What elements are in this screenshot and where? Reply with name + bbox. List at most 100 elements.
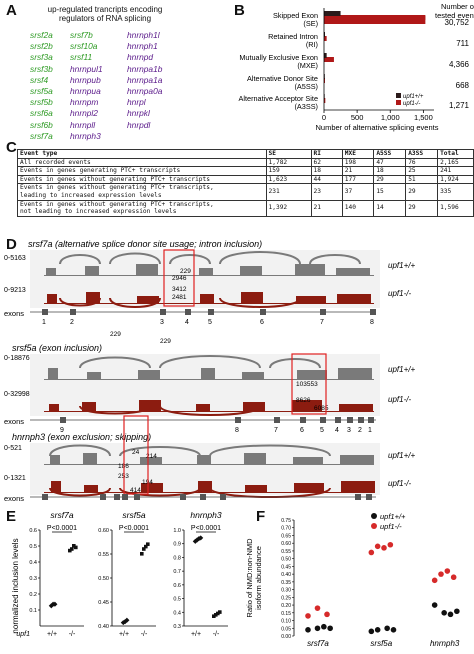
gene-name: srsf2b bbox=[30, 41, 53, 52]
coverage-block bbox=[83, 453, 97, 465]
junction-arc bbox=[219, 251, 301, 265]
gene-name: srsf2a bbox=[30, 30, 53, 40]
y-tick-label: 0.20 bbox=[281, 603, 291, 609]
event-type-line: Events in genes generating PTC+ transcri… bbox=[20, 167, 181, 175]
exons-label: exons bbox=[4, 309, 24, 318]
coverage-block bbox=[85, 266, 99, 276]
exon-box bbox=[300, 417, 306, 423]
y-tick-label: 0.30 bbox=[281, 588, 291, 594]
count-cell: 21 bbox=[341, 166, 375, 176]
tested-count: 1,271 bbox=[449, 101, 470, 110]
coverage-block bbox=[339, 404, 373, 412]
gene-name: srsf11 bbox=[70, 52, 93, 63]
gene-name: hnrnph3 bbox=[70, 130, 101, 141]
exon-number: 6 bbox=[300, 427, 304, 434]
x-tick-label: 1,000 bbox=[381, 113, 400, 122]
gene-name: hnrnph1l bbox=[127, 30, 160, 40]
y-tick-label: 1.0 bbox=[173, 528, 181, 534]
gene-category-label: hnrnph3 bbox=[430, 639, 460, 648]
data-point-wt bbox=[454, 608, 460, 615]
exon-box bbox=[358, 417, 364, 423]
gene-category-label: srsf7a bbox=[307, 639, 329, 648]
panel-e-label: E bbox=[6, 508, 17, 525]
count-cell: 335 bbox=[437, 183, 474, 201]
coverage-block bbox=[137, 296, 159, 304]
column-header: Event type bbox=[17, 149, 267, 159]
junction-arc bbox=[59, 254, 101, 265]
tested-count: 711 bbox=[456, 39, 469, 48]
y-tick-label: 0.9 bbox=[173, 542, 181, 548]
coverage-block bbox=[341, 481, 375, 493]
junction-count: 3412 bbox=[172, 286, 187, 293]
count-cell: 29 bbox=[405, 183, 439, 201]
exon-number: 8 bbox=[235, 427, 239, 434]
p-value-label: P<0.0001 bbox=[191, 525, 221, 532]
panel-f-label: F bbox=[256, 508, 266, 525]
gene-title: hnrnph3 bbox=[190, 510, 221, 520]
y-tick-label: 0.45 bbox=[98, 600, 109, 606]
event-type-cell: Events in genes without generating PTC+ … bbox=[17, 199, 267, 217]
coverage-block bbox=[47, 294, 57, 304]
column-header: RI bbox=[310, 149, 343, 159]
legend-label-mut: upf1-/- bbox=[380, 522, 402, 531]
legend-label-wt: upf1+/+ bbox=[403, 94, 424, 100]
y-tick-label: 0.60 bbox=[98, 528, 109, 534]
category-abbrev: (A3SS) bbox=[294, 102, 318, 111]
category-abbrev: (RI) bbox=[306, 40, 318, 49]
bar-se-mut bbox=[324, 16, 426, 24]
junction-count: 414 bbox=[130, 487, 141, 494]
exon-number: 5 bbox=[208, 319, 212, 326]
data-point-wt bbox=[305, 627, 311, 633]
junction-arc bbox=[109, 297, 161, 308]
panel-b-label: B bbox=[234, 2, 245, 19]
data-point-mut bbox=[216, 611, 220, 616]
data-point-mut bbox=[212, 614, 216, 618]
count-cell: 25 bbox=[405, 166, 439, 176]
coverage-block bbox=[336, 268, 370, 276]
genotype-label-wt: upf1+/+ bbox=[388, 261, 415, 270]
junction-arc bbox=[309, 254, 361, 265]
data-point-wt bbox=[431, 602, 438, 608]
coverage-block bbox=[140, 457, 162, 465]
gene-name: hnrnpl2 bbox=[70, 108, 98, 119]
coverage-block bbox=[297, 370, 327, 380]
x-tick-label: 1,500 bbox=[414, 113, 433, 122]
category-label: Retained Intron bbox=[268, 32, 318, 41]
exon-box bbox=[60, 417, 66, 423]
count-cell: 37 bbox=[341, 183, 375, 201]
data-point-mut bbox=[381, 545, 387, 551]
event-type-cell: Events in genes generating PTC+ transcri… bbox=[17, 166, 267, 176]
gene-name: srsf7a bbox=[30, 130, 53, 141]
gene-name: hnrnpub bbox=[70, 74, 101, 85]
genotype-label-mut: upf1-/- bbox=[388, 395, 411, 404]
legend-label-wt: upf1+/+ bbox=[380, 512, 406, 521]
exon-box bbox=[122, 494, 128, 500]
data-point-mut bbox=[387, 541, 394, 548]
exon-number: 3 bbox=[160, 319, 164, 326]
y-tick-label: 0.7 bbox=[173, 569, 181, 575]
genotype-label-mut: upf1-/- bbox=[388, 289, 411, 298]
data-point-mut bbox=[438, 571, 444, 577]
bar-upf1-wt bbox=[324, 53, 327, 58]
coverage-block bbox=[338, 368, 372, 380]
category-abbrev: (SE) bbox=[303, 19, 318, 28]
column-header: A3SS bbox=[405, 149, 439, 159]
gene-name: hnrpdl bbox=[127, 119, 151, 130]
legend-marker-mut bbox=[371, 523, 377, 529]
event-type-cell: Events in genes without generating PTC+ … bbox=[17, 183, 267, 201]
x-category-label: -/- bbox=[69, 631, 76, 638]
panel-a-title-line1: up-regulated trancripts encoding bbox=[47, 5, 163, 14]
gene-name: hnrnpa0a bbox=[127, 86, 163, 96]
event-type-line: Events in genes without generating PTC+ … bbox=[20, 175, 210, 183]
panel-e-scatter: normalized inclusion levels srsf7a 0.1 0.2 0… bbox=[11, 510, 228, 638]
exon-box bbox=[42, 309, 48, 315]
y-tick-label: 0.4 bbox=[173, 610, 181, 616]
exon-box bbox=[185, 309, 191, 315]
panel-d-sashimi: srsf7a (alternative splice donor site us… bbox=[4, 239, 415, 503]
exons-label: exons bbox=[4, 417, 24, 426]
panel-a-label: A bbox=[6, 2, 17, 19]
y-tick-label: 0.05 bbox=[281, 626, 291, 632]
exon-number: 4 bbox=[335, 427, 339, 434]
coverage-block bbox=[136, 264, 158, 276]
bar-upf1-mut bbox=[324, 78, 325, 83]
